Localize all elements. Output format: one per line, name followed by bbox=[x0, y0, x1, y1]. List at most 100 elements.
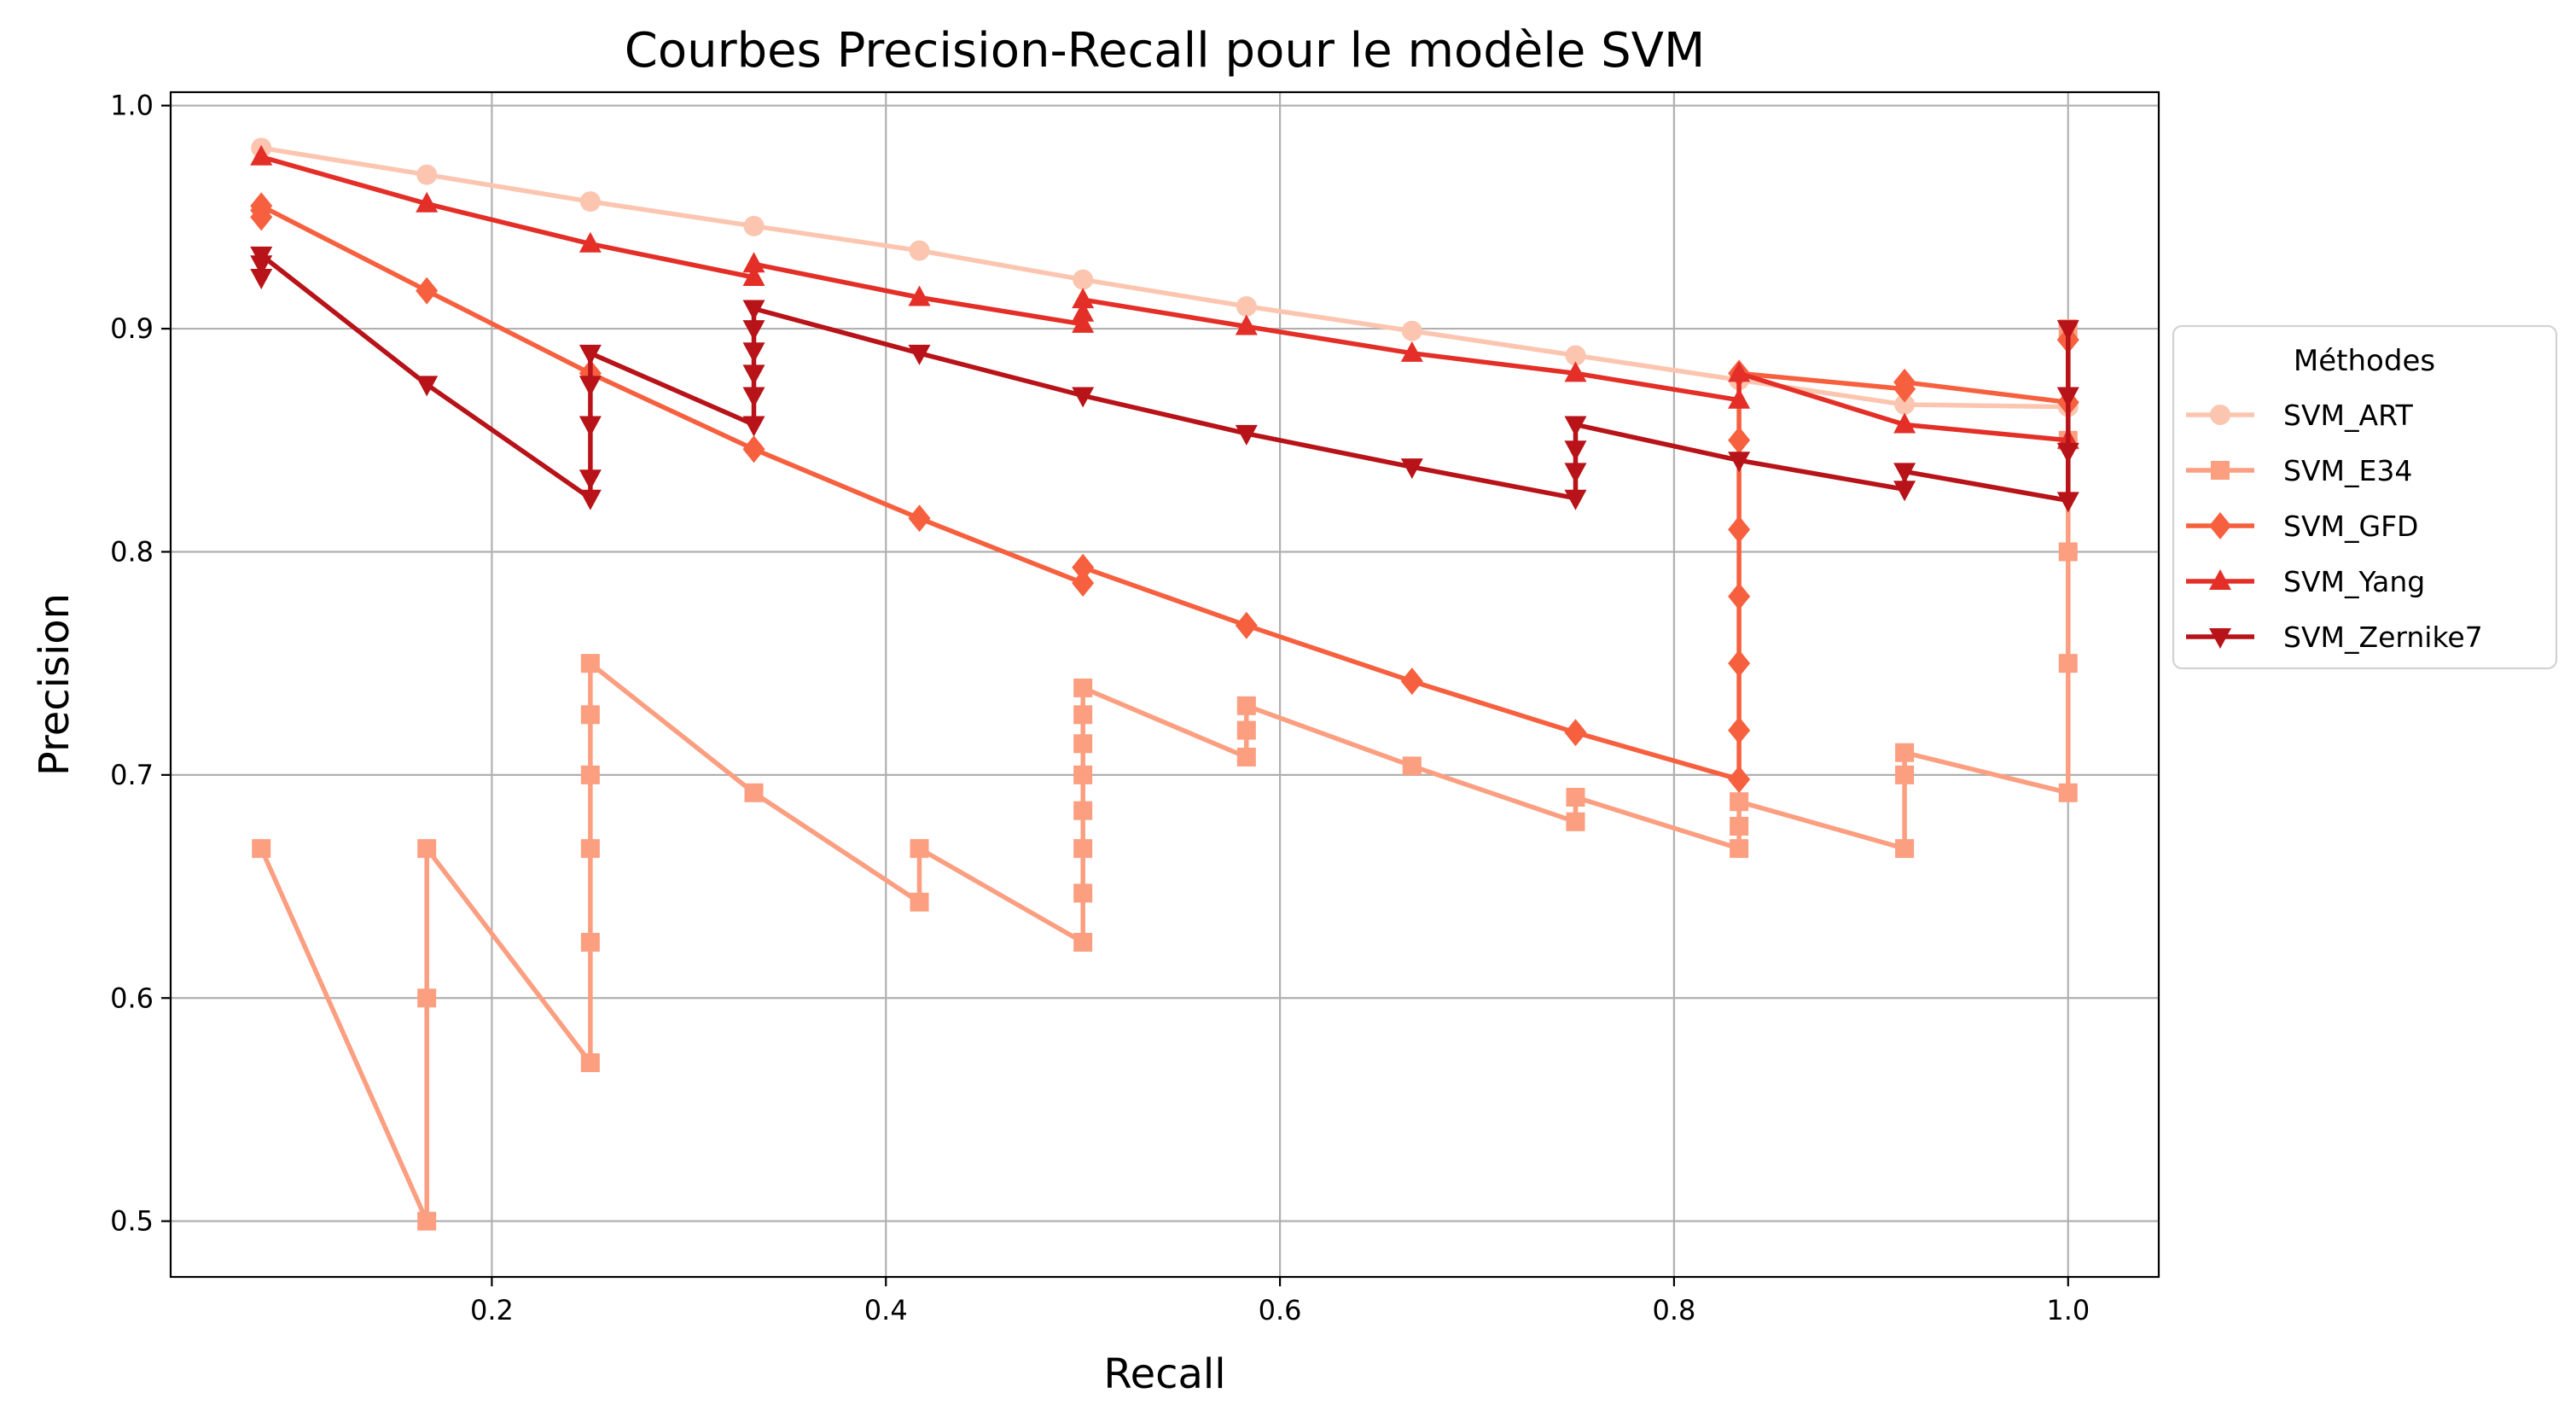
data-point-svm-art bbox=[1894, 393, 1916, 415]
data-point-svm-art bbox=[416, 164, 438, 185]
data-point-svm-art bbox=[743, 215, 765, 236]
data-point-svm-zernike7 bbox=[1728, 452, 1751, 473]
data-point-svm-e34 bbox=[1073, 839, 1093, 859]
data-point-svm-e34 bbox=[910, 892, 929, 912]
x-axis-label: Recall bbox=[1103, 1350, 1225, 1398]
legend-entry-svm-art: SVM_ART bbox=[2186, 399, 2414, 432]
legend-swatch-marker bbox=[2209, 512, 2231, 539]
data-point-svm-e34 bbox=[417, 988, 437, 1008]
data-point-svm-e34 bbox=[1566, 812, 1585, 831]
data-point-svm-gfd bbox=[1728, 426, 1751, 454]
data-point-svm-e34 bbox=[1073, 705, 1093, 725]
data-point-svm-e34 bbox=[1895, 743, 1915, 762]
data-point-svm-yang bbox=[1564, 361, 1587, 382]
data-point-svm-zernike7 bbox=[742, 387, 765, 408]
legend-entry-svm-e34: SVM_E34 bbox=[2186, 454, 2412, 487]
data-point-svm-yang bbox=[742, 265, 765, 286]
data-point-svm-zernike7 bbox=[2056, 387, 2079, 408]
data-point-svm-e34 bbox=[580, 932, 600, 952]
data-point-svm-yang bbox=[908, 285, 931, 306]
data-point-svm-e34 bbox=[744, 783, 764, 802]
data-point-svm-gfd bbox=[1564, 719, 1587, 747]
data-point-svm-e34 bbox=[2058, 542, 2078, 562]
data-point-svm-zernike7 bbox=[1893, 481, 1916, 502]
legend-entry-svm-zernike7: SVM_Zernike7 bbox=[2186, 621, 2483, 654]
y-tick-label: 0.7 bbox=[110, 759, 154, 791]
data-point-svm-zernike7 bbox=[1893, 463, 1916, 484]
data-point-svm-e34 bbox=[910, 839, 929, 859]
data-point-svm-e34 bbox=[1730, 816, 1749, 836]
legend-entry-svm-gfd: SVM_GFD bbox=[2186, 510, 2418, 543]
data-point-svm-gfd bbox=[1728, 582, 1751, 610]
data-point-svm-e34 bbox=[580, 705, 600, 725]
x-tick-label: 0.2 bbox=[470, 1294, 514, 1326]
data-point-svm-e34 bbox=[2058, 654, 2078, 673]
data-point-svm-e34 bbox=[1895, 765, 1915, 784]
y-tick-label: 0.5 bbox=[110, 1205, 154, 1238]
y-tick-label: 1.0 bbox=[110, 90, 154, 122]
data-point-svm-zernike7 bbox=[1400, 458, 1423, 480]
legend-swatch-marker bbox=[2209, 569, 2231, 590]
data-point-svm-gfd bbox=[742, 435, 765, 463]
data-point-svm-yang bbox=[1072, 312, 1095, 333]
data-point-svm-zernike7 bbox=[1235, 424, 1258, 446]
data-point-svm-e34 bbox=[1236, 720, 1256, 740]
series-svm-zernike7 bbox=[250, 246, 2079, 513]
data-point-svm-zernike7 bbox=[579, 376, 602, 397]
y-axis-label: Precision bbox=[31, 593, 79, 776]
data-point-svm-e34 bbox=[2058, 783, 2078, 802]
data-point-svm-gfd bbox=[1235, 611, 1258, 639]
data-point-svm-zernike7 bbox=[579, 469, 602, 491]
data-point-svm-e34 bbox=[580, 654, 600, 673]
data-point-svm-gfd bbox=[908, 504, 931, 533]
data-point-svm-art bbox=[1236, 295, 1257, 317]
legend-label: SVM_GFD bbox=[2283, 510, 2418, 543]
data-point-svm-e34 bbox=[1073, 932, 1093, 952]
data-point-svm-art bbox=[909, 240, 930, 261]
data-point-svm-zernike7 bbox=[742, 300, 765, 321]
x-tick-label: 0.6 bbox=[1259, 1294, 1302, 1326]
ticks: 0.2 0.4 0.6 0.8 1.0 0.5 0.6 0.7 0.8 0.9 1.0 bbox=[110, 90, 2090, 1326]
data-point-svm-e34 bbox=[580, 765, 600, 784]
data-point-svm-zernike7 bbox=[742, 320, 765, 341]
data-point-svm-art bbox=[1565, 345, 1586, 366]
data-point-svm-zernike7 bbox=[742, 416, 765, 437]
data-point-svm-yang bbox=[250, 144, 273, 166]
chart-title: Courbes Precision-Recall pour le modèle … bbox=[625, 23, 1706, 79]
data-point-svm-art bbox=[1073, 269, 1094, 290]
data-point-svm-gfd bbox=[1728, 650, 1751, 678]
y-tick-label: 0.6 bbox=[110, 982, 154, 1014]
data-point-svm-gfd bbox=[250, 192, 273, 220]
data-point-svm-zernike7 bbox=[2056, 492, 2079, 513]
data-point-svm-zernike7 bbox=[908, 344, 931, 365]
data-point-svm-zernike7 bbox=[2056, 320, 2079, 341]
data-point-svm-e34 bbox=[580, 1053, 600, 1073]
data-point-svm-zernike7 bbox=[1564, 440, 1587, 462]
data-point-svm-gfd bbox=[1400, 667, 1423, 696]
data-point-svm-e34 bbox=[1073, 734, 1093, 754]
series-svm-yang bbox=[250, 144, 2079, 449]
data-point-svm-e34 bbox=[252, 839, 271, 859]
data-point-svm-e34 bbox=[1895, 839, 1915, 859]
data-point-svm-zernike7 bbox=[416, 376, 439, 397]
data-point-svm-zernike7 bbox=[2056, 442, 2079, 463]
data-point-svm-e34 bbox=[1073, 765, 1093, 784]
y-tick-label: 0.8 bbox=[110, 535, 154, 568]
data-point-svm-gfd bbox=[416, 277, 439, 305]
legend-swatch-marker bbox=[2210, 405, 2230, 425]
data-point-svm-yang bbox=[1400, 341, 1423, 362]
data-point-svm-zernike7 bbox=[250, 268, 273, 289]
data-point-svm-zernike7 bbox=[1072, 387, 1095, 408]
data-point-svm-e34 bbox=[417, 839, 437, 859]
legend-label: SVM_Yang bbox=[2283, 565, 2425, 598]
data-point-svm-gfd bbox=[1072, 553, 1095, 581]
data-point-svm-e34 bbox=[1073, 678, 1093, 697]
data-point-svm-e34 bbox=[1730, 839, 1749, 859]
data-point-svm-e34 bbox=[1402, 756, 1422, 776]
data-point-svm-gfd bbox=[1893, 368, 1916, 396]
data-point-svm-zernike7 bbox=[1564, 489, 1587, 510]
data-point-svm-yang bbox=[1235, 314, 1258, 335]
data-point-svm-art bbox=[579, 191, 601, 213]
data-point-svm-yang bbox=[1728, 388, 1751, 409]
